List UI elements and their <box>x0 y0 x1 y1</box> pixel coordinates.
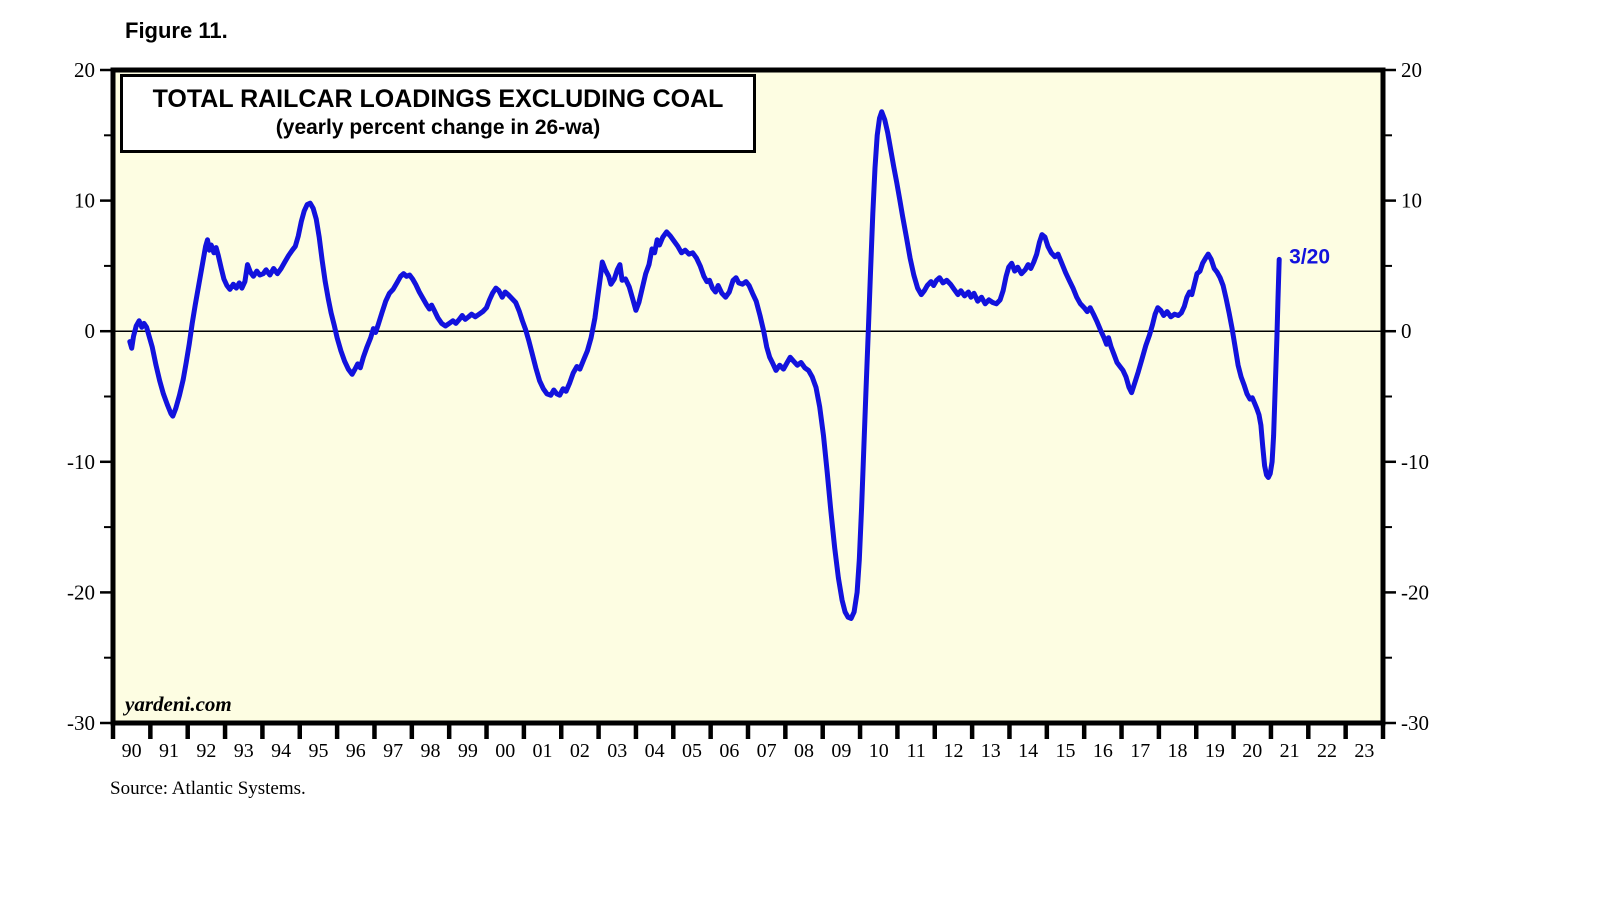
x-axis-label: 05 <box>682 740 702 762</box>
y-axis-label-right: -20 <box>1401 580 1429 604</box>
x-axis-label: 98 <box>421 740 441 762</box>
x-axis-label: 23 <box>1354 740 1374 762</box>
x-axis-label: 95 <box>308 740 328 762</box>
y-axis-label-right: -10 <box>1401 450 1429 474</box>
last-point-label: 3/20 <box>1289 245 1330 268</box>
x-axis-label: 01 <box>533 740 553 762</box>
y-axis-label-left: 10 <box>74 189 95 213</box>
x-axis-label: 91 <box>159 740 179 762</box>
yardeni-watermark: yardeni.com <box>125 692 232 716</box>
x-axis-label: 19 <box>1205 740 1225 762</box>
x-axis-label: 09 <box>831 740 851 762</box>
x-axis-label: 15 <box>1056 740 1076 762</box>
x-axis-label: 16 <box>1093 740 1113 762</box>
y-axis-label-left: -20 <box>67 580 95 604</box>
chart-subtitle: (yearly percent change in 26-wa) <box>275 116 601 139</box>
x-axis-label: 93 <box>234 740 254 762</box>
x-axis-label: 03 <box>607 740 627 762</box>
series-line <box>127 109 1282 621</box>
x-axis-label: 20 <box>1242 740 1262 762</box>
y-axis-label-left: -30 <box>67 711 95 735</box>
x-axis-label: 97 <box>383 740 403 762</box>
x-axis-label: 13 <box>981 740 1001 762</box>
x-axis-label: 96 <box>346 740 366 762</box>
chart-title-box: TOTAL RAILCAR LOADINGS EXCLUDING COAL (y… <box>120 74 756 153</box>
x-axis-label: 99 <box>458 740 478 762</box>
y-axis-label-right: -30 <box>1401 711 1429 735</box>
x-axis-label: 17 <box>1130 740 1150 762</box>
x-axis-label: 06 <box>719 740 739 762</box>
x-axis-label: 00 <box>495 740 515 762</box>
chart-title: TOTAL RAILCAR LOADINGS EXCLUDING COAL <box>152 85 724 113</box>
x-axis-label: 04 <box>645 740 665 762</box>
x-axis-label: 11 <box>906 740 925 762</box>
plot-background <box>113 70 1383 723</box>
x-axis-label: 21 <box>1280 740 1300 762</box>
x-axis-label: 90 <box>122 740 142 762</box>
x-axis-label: 14 <box>1018 740 1038 762</box>
x-axis-label: 02 <box>570 740 590 762</box>
x-axis-label: 08 <box>794 740 814 762</box>
figure-label: Figure 11. <box>125 18 228 43</box>
x-axis-label: 18 <box>1168 740 1188 762</box>
y-axis-label-right: 0 <box>1401 319 1412 343</box>
x-axis-label: 10 <box>869 740 889 762</box>
y-axis-label-right: 10 <box>1401 189 1422 213</box>
x-axis-label: 94 <box>271 740 291 762</box>
y-axis-label-left: 0 <box>85 319 96 343</box>
x-axis-label: 12 <box>943 740 963 762</box>
x-axis-label: 92 <box>196 740 216 762</box>
plot-frame <box>110 67 1386 726</box>
y-axis-label-right: 20 <box>1401 58 1422 82</box>
y-axis-label-left: 20 <box>74 58 95 82</box>
x-axis-label: 07 <box>757 740 777 762</box>
source-note: Source: Atlantic Systems. <box>110 778 306 799</box>
x-axis-label: 22 <box>1317 740 1337 762</box>
y-axis-label-left: -10 <box>67 450 95 474</box>
